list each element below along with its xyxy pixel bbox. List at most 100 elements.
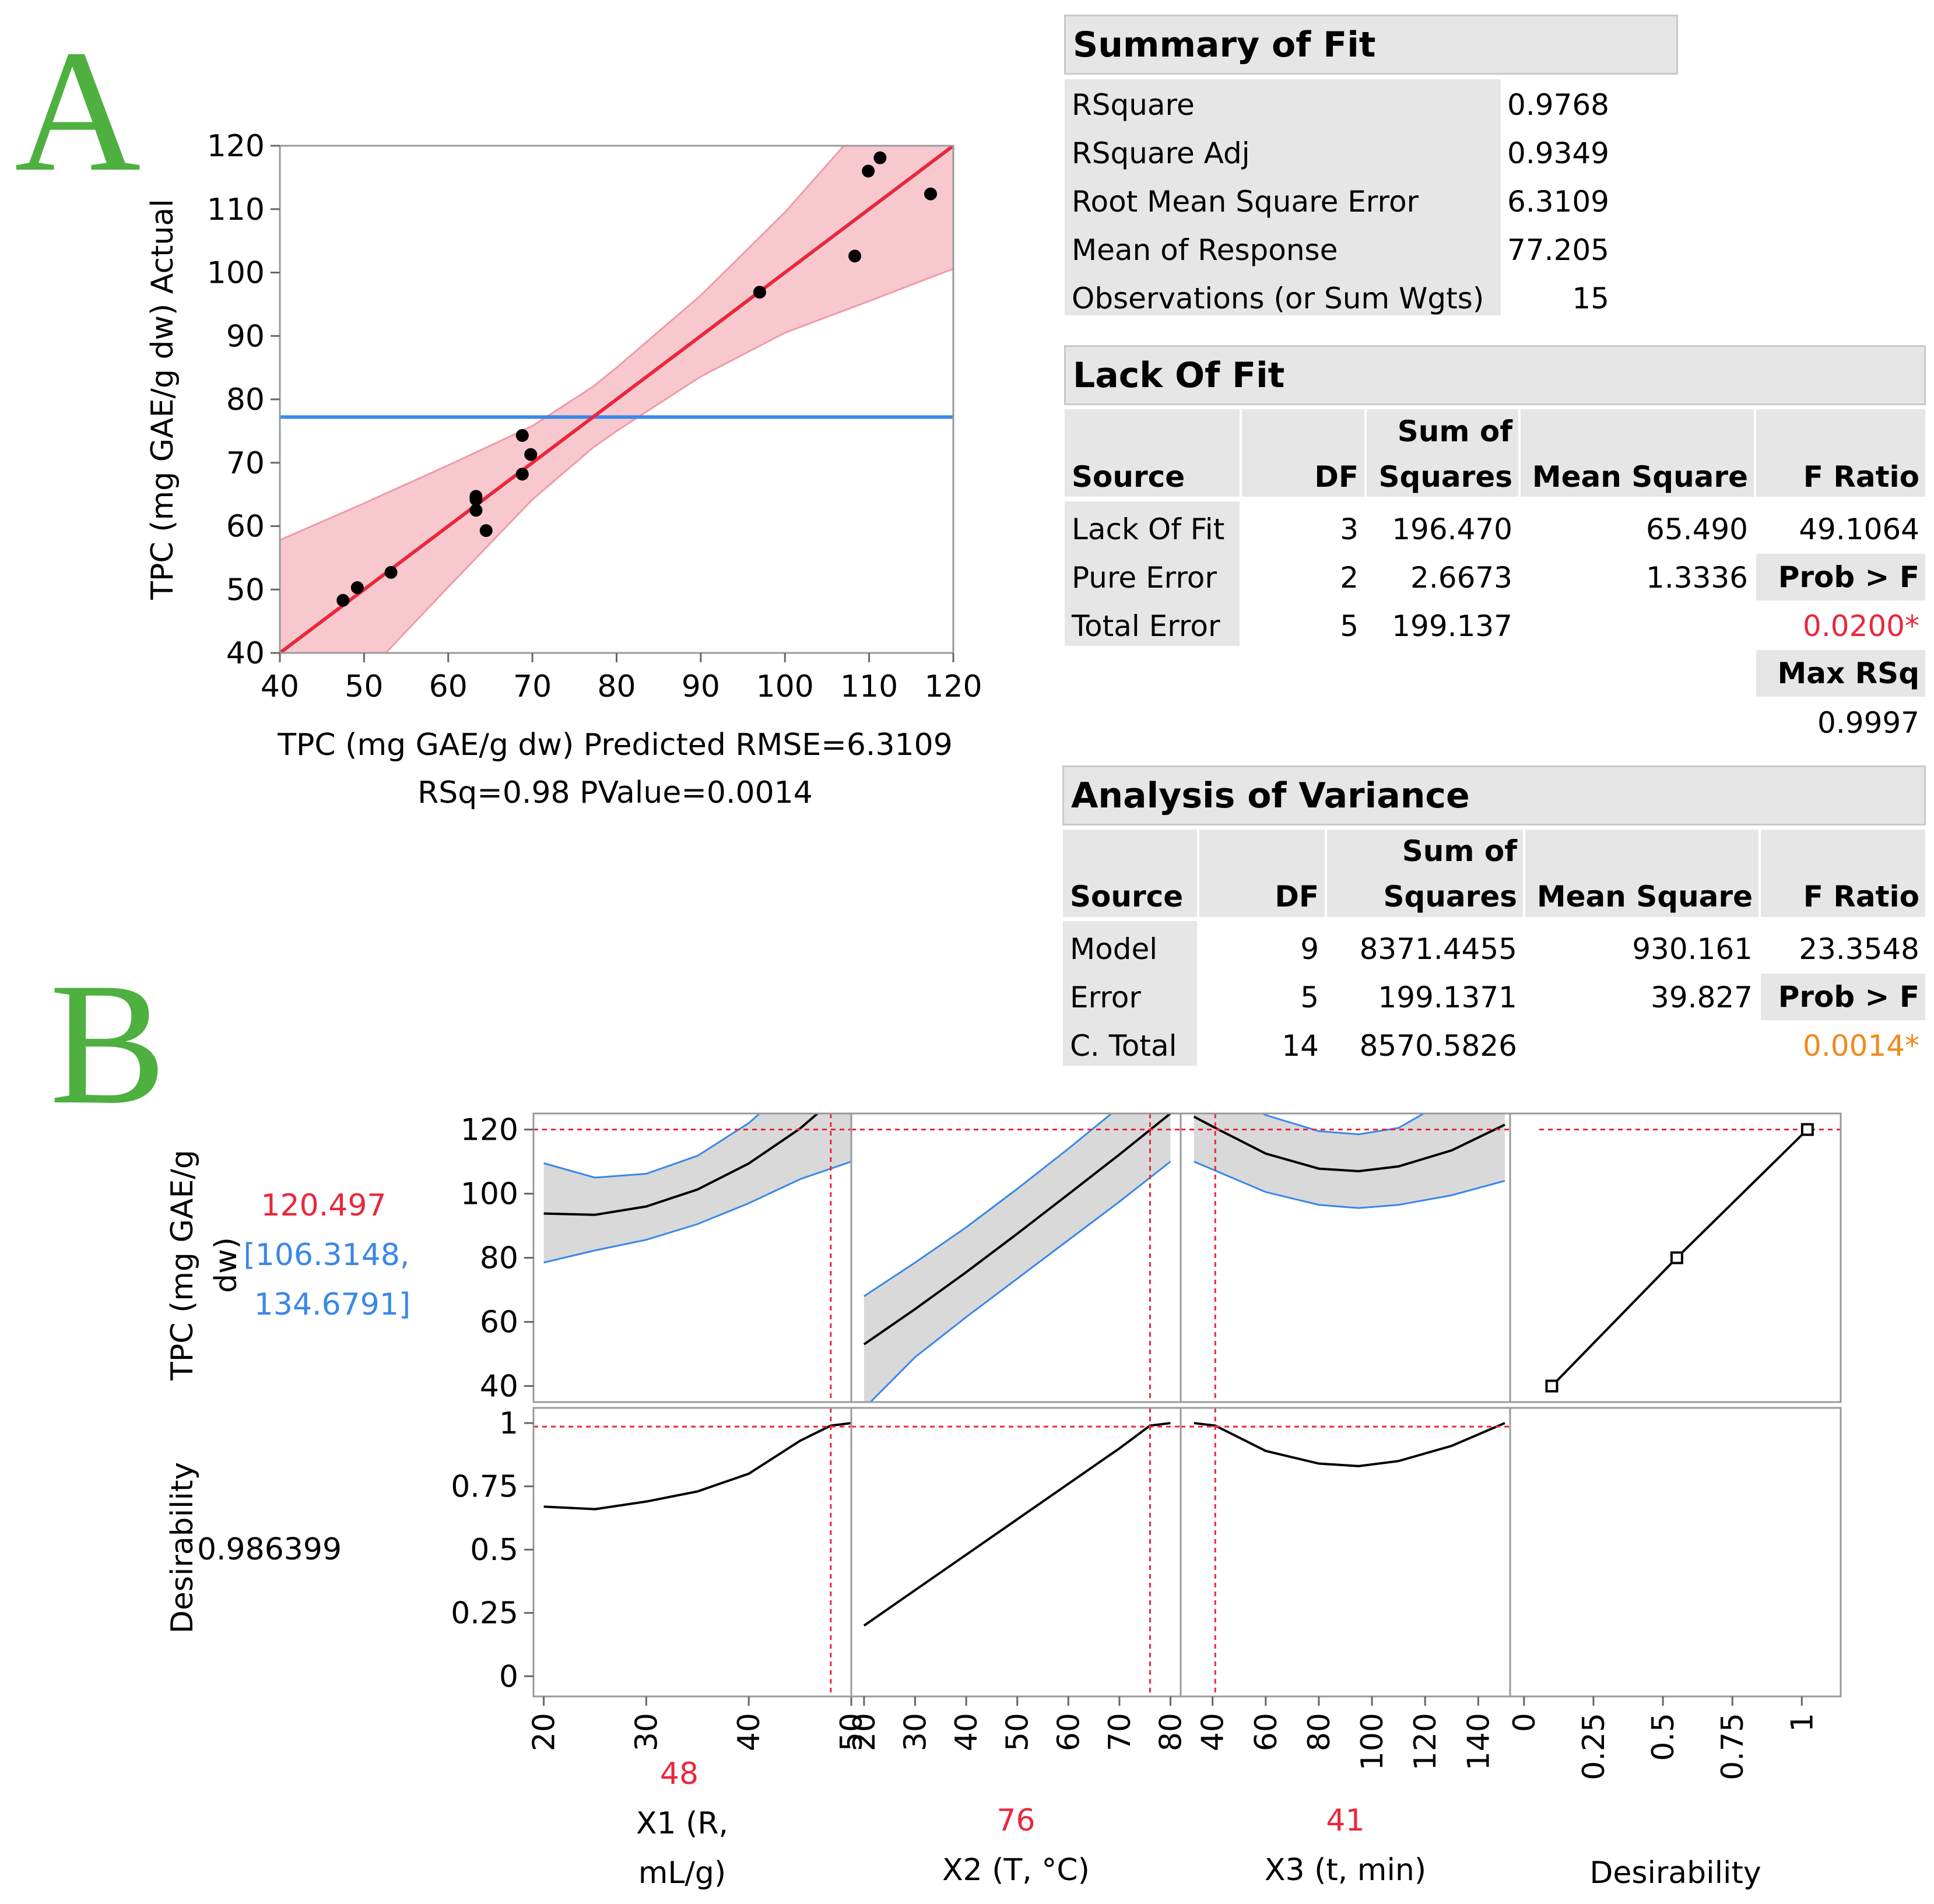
x-tick-label: 120 [1408, 1713, 1443, 1770]
x-tick-label: 40 [1196, 1713, 1231, 1751]
x-tick-label: 60 [1051, 1713, 1086, 1751]
anova-header-ss-bottom: Squares [1383, 880, 1517, 914]
lack-of-fit-title: Lack Of Fit [1064, 345, 1926, 405]
y-tick-label: 0 [499, 1659, 518, 1694]
response-predicted-value: 120.497 [261, 1188, 386, 1223]
x-tick-label: 0.75 [1715, 1713, 1750, 1780]
factor-name: mL/g) [638, 1856, 726, 1891]
lof-row-ms: 1.3336 [1646, 561, 1748, 595]
data-point [515, 428, 529, 442]
response-axis-label: TPC (mg GAE/g [165, 1150, 200, 1381]
x-tick-label: 0.5 [1646, 1713, 1681, 1761]
y-tick-label: 80 [480, 1241, 518, 1276]
factor-current-value: 48 [660, 1757, 699, 1791]
lof-header-ms: Mean Square [1532, 460, 1748, 494]
anova-row-source: Error [1070, 981, 1141, 1014]
response-curve [863, 1113, 1171, 1346]
summary-label-rmse: Root Mean Square Error [1072, 185, 1419, 219]
y-tick-label: 120 [461, 1113, 518, 1148]
desirability-handle[interactable] [1670, 1251, 1683, 1264]
factor-name: X1 (R, [636, 1806, 728, 1841]
anova-row-ss: 8570.5826 [1359, 1029, 1517, 1063]
lof-header-source: Source [1072, 460, 1185, 494]
lof-prob-value: 0.0200* [1803, 609, 1919, 643]
response-confidence-area [1194, 1113, 1505, 1209]
confidence-band-upper [280, 146, 845, 541]
x-tick-label: 100 [756, 669, 814, 704]
y-tick-label: 40 [480, 1369, 518, 1404]
anova-header-df: DF [1275, 880, 1319, 914]
x-tick-label: 0 [1507, 1713, 1542, 1732]
cell-frame [532, 1407, 852, 1698]
lof-row-ss: 199.137 [1392, 609, 1512, 643]
lof-row-df: 5 [1340, 609, 1359, 643]
y-tick-label: 40 [226, 636, 265, 671]
factor-name: X2 (T, °C) [942, 1853, 1090, 1888]
desirability-axis-label: Desirability [165, 1462, 200, 1633]
lof-header-df-bg [1242, 409, 1364, 497]
cell-frame [1509, 1112, 1842, 1403]
x-tick-label: 50 [345, 669, 383, 704]
response-axis-label-cont: dw) [209, 1237, 244, 1293]
x-tick-label: 40 [732, 1713, 767, 1751]
desirability-cell [851, 1408, 1181, 1696]
anova-row-source: Model [1070, 932, 1158, 966]
response-confidence-interval-cont: 134.6791] [254, 1287, 410, 1322]
desirability-curve [863, 1422, 1171, 1627]
desirability-curve [1194, 1422, 1505, 1467]
x-axis-label: TPC (mg GAE/g dw) Predicted RMSE=6.3109 [277, 728, 953, 763]
lof-source-column-bg [1065, 501, 1240, 646]
x-tick-label: 60 [429, 669, 468, 704]
x-tick-label: 110 [840, 669, 898, 704]
panel-label-a: A [15, 14, 141, 208]
x-tick-label: 30 [898, 1713, 933, 1751]
data-point [350, 581, 364, 594]
desirability-handle[interactable] [1800, 1123, 1814, 1136]
x-tick-label: 20 [527, 1713, 562, 1751]
desirability-value: 0.986399 [197, 1532, 342, 1567]
y-tick-label: 100 [207, 256, 265, 291]
x-tick-label: 1 [1785, 1713, 1820, 1732]
response-upper-ci [864, 1113, 1113, 1297]
fit-line [280, 146, 953, 653]
x-tick-label: 120 [924, 669, 982, 704]
x-tick-label: 30 [629, 1713, 664, 1751]
factor-name: Desirability [1589, 1856, 1761, 1891]
data-point [862, 164, 875, 178]
confidence-band-lower [384, 268, 953, 653]
response-curve [543, 1113, 820, 1216]
anova-header-f: F Ratio [1803, 880, 1919, 914]
y-tick-label: 80 [226, 382, 265, 417]
response-lower-ci [869, 1161, 1171, 1402]
response-axis-label-line: TPC (mg GAE/g [165, 1150, 200, 1381]
anova-row-ms [1525, 1025, 1758, 1066]
data-point [469, 493, 483, 506]
anova-header-f-bg [1761, 830, 1925, 917]
y-tick-label: 0.25 [451, 1596, 518, 1631]
cell-frame [1180, 1407, 1511, 1698]
data-point [924, 187, 938, 201]
lof-max-rsq-label: Max RSq [1756, 650, 1925, 697]
anova-header-source: Source [1070, 880, 1184, 914]
anova-title: Analysis of Variance [1062, 765, 1926, 825]
x-tick-label: 70 [513, 669, 552, 704]
x-tick-label: 60 [1249, 1713, 1284, 1751]
data-point [524, 448, 538, 461]
lof-row-f: 49.1064 [1799, 512, 1919, 546]
lof-row-ms [1521, 606, 1754, 647]
response-cell [533, 1113, 851, 1402]
anova-header-df-bg [1199, 830, 1325, 917]
lof-row-source: Total Error [1072, 609, 1220, 643]
y-tick-label: 50 [226, 572, 265, 607]
desirability-handle[interactable] [1545, 1379, 1559, 1393]
y-tick-label: 90 [226, 319, 265, 354]
anova-prob-value: 0.0014* [1803, 1029, 1919, 1063]
x-tick-label: 80 [597, 669, 636, 704]
anova-header-ms: Mean Square [1536, 880, 1753, 914]
lof-row-df: 3 [1340, 512, 1359, 546]
response-cell [851, 1113, 1181, 1402]
cell-frame [1509, 1407, 1842, 1698]
lof-header-ss-bottom: Squares [1378, 460, 1512, 494]
anova-row-ms: 39.827 [1651, 981, 1753, 1014]
y-tick-label: 1 [499, 1406, 518, 1441]
